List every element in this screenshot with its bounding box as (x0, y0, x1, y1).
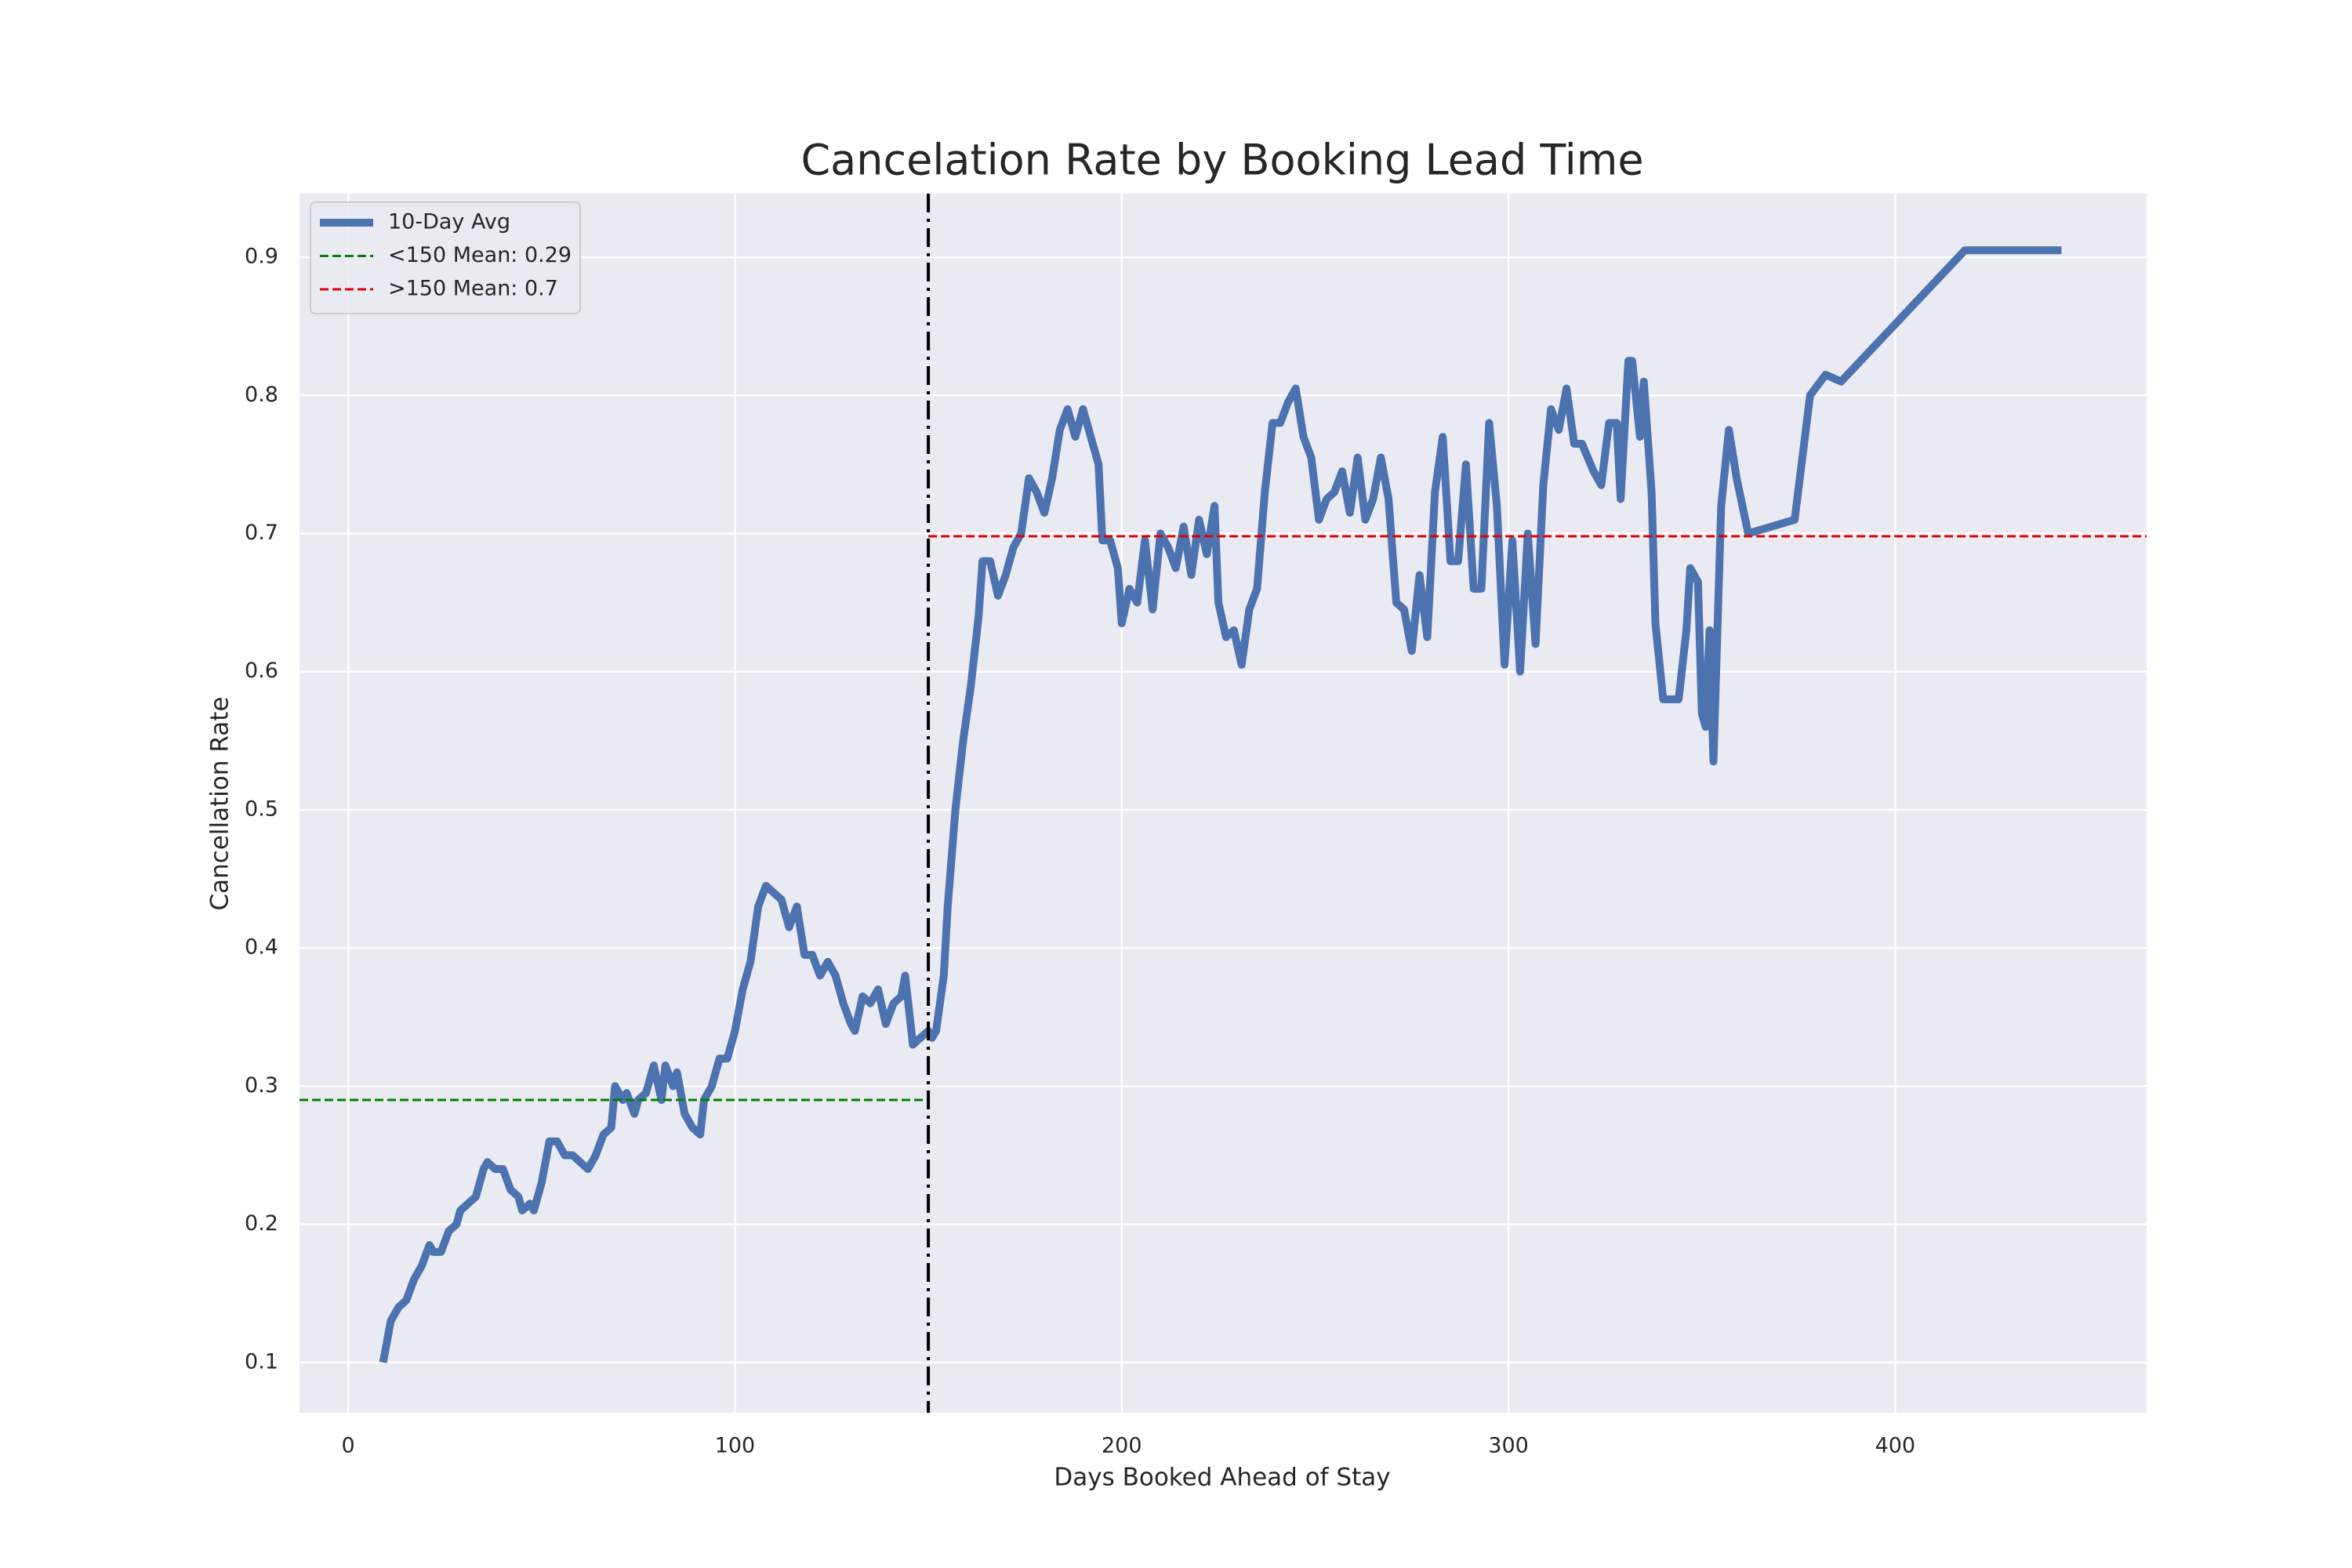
chart-title: Cancelation Rate by Booking Lead Time (800, 136, 1643, 185)
legend-box (310, 201, 581, 314)
x-tick-label: 300 (1488, 1434, 1529, 1458)
y-axis-label: Cancellation Rate (206, 697, 234, 911)
x-tick-label: 400 (1875, 1434, 1916, 1458)
y-tick-label: 0.9 (245, 245, 278, 269)
grid (299, 194, 2147, 1413)
x-tick-label: 200 (1102, 1434, 1142, 1458)
y-tick-label: 0.6 (245, 659, 278, 683)
legend: 10-Day Avg <150 Mean: 0.29 >150 Mean: 0.7 (310, 201, 581, 314)
y-tick-label: 0.1 (245, 1349, 278, 1374)
legend-label: <150 Mean: 0.29 (388, 243, 572, 267)
legend-label: >150 Mean: 0.7 (388, 277, 558, 301)
y-tick-label: 0.7 (245, 521, 278, 545)
y-tick-label: 0.4 (245, 935, 278, 960)
y-tick-label: 0.3 (245, 1073, 278, 1098)
x-axis-label: Days Booked Ahead of Stay (1054, 1464, 1390, 1492)
legend-label: 10-Day Avg (388, 210, 510, 234)
y-tick-label: 0.2 (245, 1211, 278, 1236)
x-tick-label: 100 (715, 1434, 756, 1458)
y-tick-label: 0.5 (245, 797, 278, 821)
marks (299, 194, 2147, 1413)
y-tick-label: 0.8 (245, 383, 278, 407)
plot-area (299, 194, 2147, 1413)
x-tick-label: 0 (342, 1434, 355, 1458)
